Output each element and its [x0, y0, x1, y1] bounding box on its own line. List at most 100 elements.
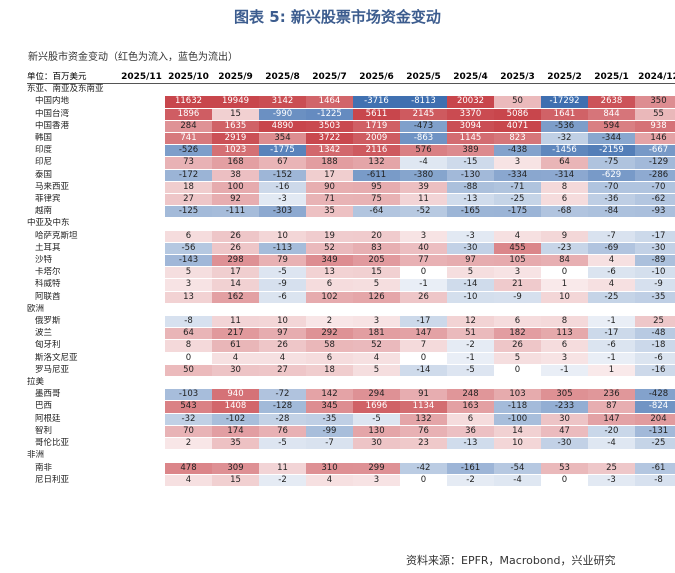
flow-cell: 15 — [212, 107, 259, 121]
flow-cell: 310 — [306, 461, 353, 475]
empty-cell — [118, 83, 165, 97]
market-row: 泰国 -172 38 -152 17 -611 -380 -130 -334 -314 -629 -2… — [27, 168, 675, 182]
column-header: 2025/6 — [353, 70, 400, 85]
flow-cell — [118, 205, 165, 219]
flow-cell: 25 — [588, 461, 635, 475]
flow-cell: 61 — [212, 339, 259, 353]
flow-cell: 576 — [400, 144, 447, 158]
flow-cell: -56 — [165, 241, 212, 256]
flow-cell: -93 — [635, 205, 675, 219]
flow-cell: 6 — [447, 412, 494, 426]
market-row: 印尼 73 168 67 188 132 -4 -15 3 64 -75 -129 — [27, 156, 675, 170]
flow-cell: -64 — [353, 205, 400, 219]
flow-cell: 95 — [353, 180, 400, 195]
flow-cell: -6 — [588, 339, 635, 353]
flow-cell: 3094 — [447, 119, 494, 134]
flow-cell: 91 — [400, 388, 447, 402]
empty-cell — [118, 376, 165, 390]
flow-cell: -17 — [400, 315, 447, 329]
flow-cell — [118, 290, 165, 304]
flow-cell: 4 — [494, 229, 541, 243]
flow-cell: -2 — [447, 339, 494, 353]
market-label: 中国香港 — [27, 119, 118, 134]
flow-cell: 70 — [165, 424, 212, 439]
flow-cell: -100 — [494, 412, 541, 426]
flow-cell: -17292 — [541, 95, 588, 109]
flow-cell: 0 — [165, 351, 212, 365]
market-row: 越南 -125 -111 -303 35 -64 -52 -165 -175 -68 -84 -93 — [27, 205, 675, 219]
flow-cell: -344 — [588, 132, 635, 146]
heatmap-body: 东亚、南亚及东南亚 中国内地 11632 19949 3142 1464 -3716 -811… — [27, 83, 675, 487]
flow-cell: 349 — [306, 254, 353, 268]
flow-cell: 4 — [259, 351, 306, 365]
flow-cell: -68 — [541, 205, 588, 219]
flow-cell: 14 — [494, 424, 541, 439]
flow-cell: 182 — [494, 327, 541, 341]
empty-cell — [494, 302, 541, 317]
market-row: 俄罗斯 -8 11 10 2 3 -17 12 6 8 -1 25 — [27, 315, 675, 329]
flow-cell: 130 — [353, 424, 400, 439]
flow-cell: -9 — [259, 278, 306, 292]
flow-cell: -30 — [635, 241, 675, 256]
flow-cell: 71 — [306, 193, 353, 207]
market-label: 俄罗斯 — [27, 315, 118, 329]
empty-cell — [212, 449, 259, 463]
empty-cell — [588, 376, 635, 390]
market-label: 匈牙利 — [27, 339, 118, 353]
flow-cell: -129 — [635, 156, 675, 170]
flow-cell: 146 — [635, 132, 675, 146]
flow-cell: 126 — [353, 290, 400, 304]
flow-cell — [118, 400, 165, 414]
flow-cell: -62 — [635, 193, 675, 207]
flow-cell: -9 — [635, 278, 675, 292]
flow-cell: 36 — [447, 424, 494, 439]
empty-cell — [212, 376, 259, 390]
market-label: 智利 — [27, 424, 118, 439]
empty-cell — [635, 302, 675, 317]
flow-cell: 0 — [541, 473, 588, 487]
flow-cell: -48 — [635, 327, 675, 341]
flow-cell — [118, 278, 165, 292]
market-row: 科威特 3 14 -9 6 5 -1 -14 21 1 4 -9 — [27, 278, 675, 292]
flow-cell: 345 — [306, 400, 353, 414]
flow-cell: 294 — [353, 388, 400, 402]
empty-cell — [259, 83, 306, 97]
flow-cell: 181 — [353, 327, 400, 341]
flow-cell: -89 — [635, 254, 675, 268]
market-label: 卡塔尔 — [27, 266, 118, 280]
empty-cell — [165, 449, 212, 463]
flow-cell: -286 — [635, 168, 675, 182]
flow-cell: -1225 — [306, 107, 353, 121]
flow-cell: -175 — [494, 205, 541, 219]
flow-cell: -165 — [447, 205, 494, 219]
market-row: 卡塔尔 5 17 -5 13 15 0 5 3 0 -6 -10 — [27, 266, 675, 280]
flow-cell: 2919 — [212, 132, 259, 146]
flow-cell: -428 — [635, 388, 675, 402]
flow-cell: -15 — [447, 156, 494, 170]
flow-cell: 163 — [447, 400, 494, 414]
market-row: 南非 478 309 11 310 299 -42 -161 -54 53 25 -61 — [27, 461, 675, 475]
market-row: 阿联酋 13 162 -6 102 126 26 -10 -9 10 -25 -35 — [27, 290, 675, 304]
flow-cell: 30 — [353, 437, 400, 451]
market-label: 科威特 — [27, 278, 118, 292]
column-header: 2025/4 — [447, 70, 494, 85]
flow-cell: -17 — [635, 229, 675, 243]
flow-cell: 26 — [212, 241, 259, 256]
flow-cell: -2 — [447, 473, 494, 487]
flow-cell — [118, 461, 165, 475]
flow-cell: 5 — [494, 351, 541, 365]
market-label: 土耳其 — [27, 241, 118, 256]
flow-cell: -16 — [259, 180, 306, 195]
market-row: 中国香港 284 1635 4890 3503 1719 -473 3094 4071 -536 5… — [27, 119, 675, 134]
flow-cell: -2159 — [588, 144, 635, 158]
unit-label: 单位：百万美元 — [27, 70, 118, 85]
flow-cell — [118, 266, 165, 280]
flow-cell — [118, 241, 165, 256]
flow-cell: -75 — [588, 156, 635, 170]
flow-cell: 1696 — [353, 400, 400, 414]
flow-cell: 20032 — [447, 95, 494, 109]
flow-cell: 84 — [541, 254, 588, 268]
flow-cell: -131 — [635, 424, 675, 439]
flow-cell: -303 — [259, 205, 306, 219]
flow-cell: 27 — [165, 193, 212, 207]
